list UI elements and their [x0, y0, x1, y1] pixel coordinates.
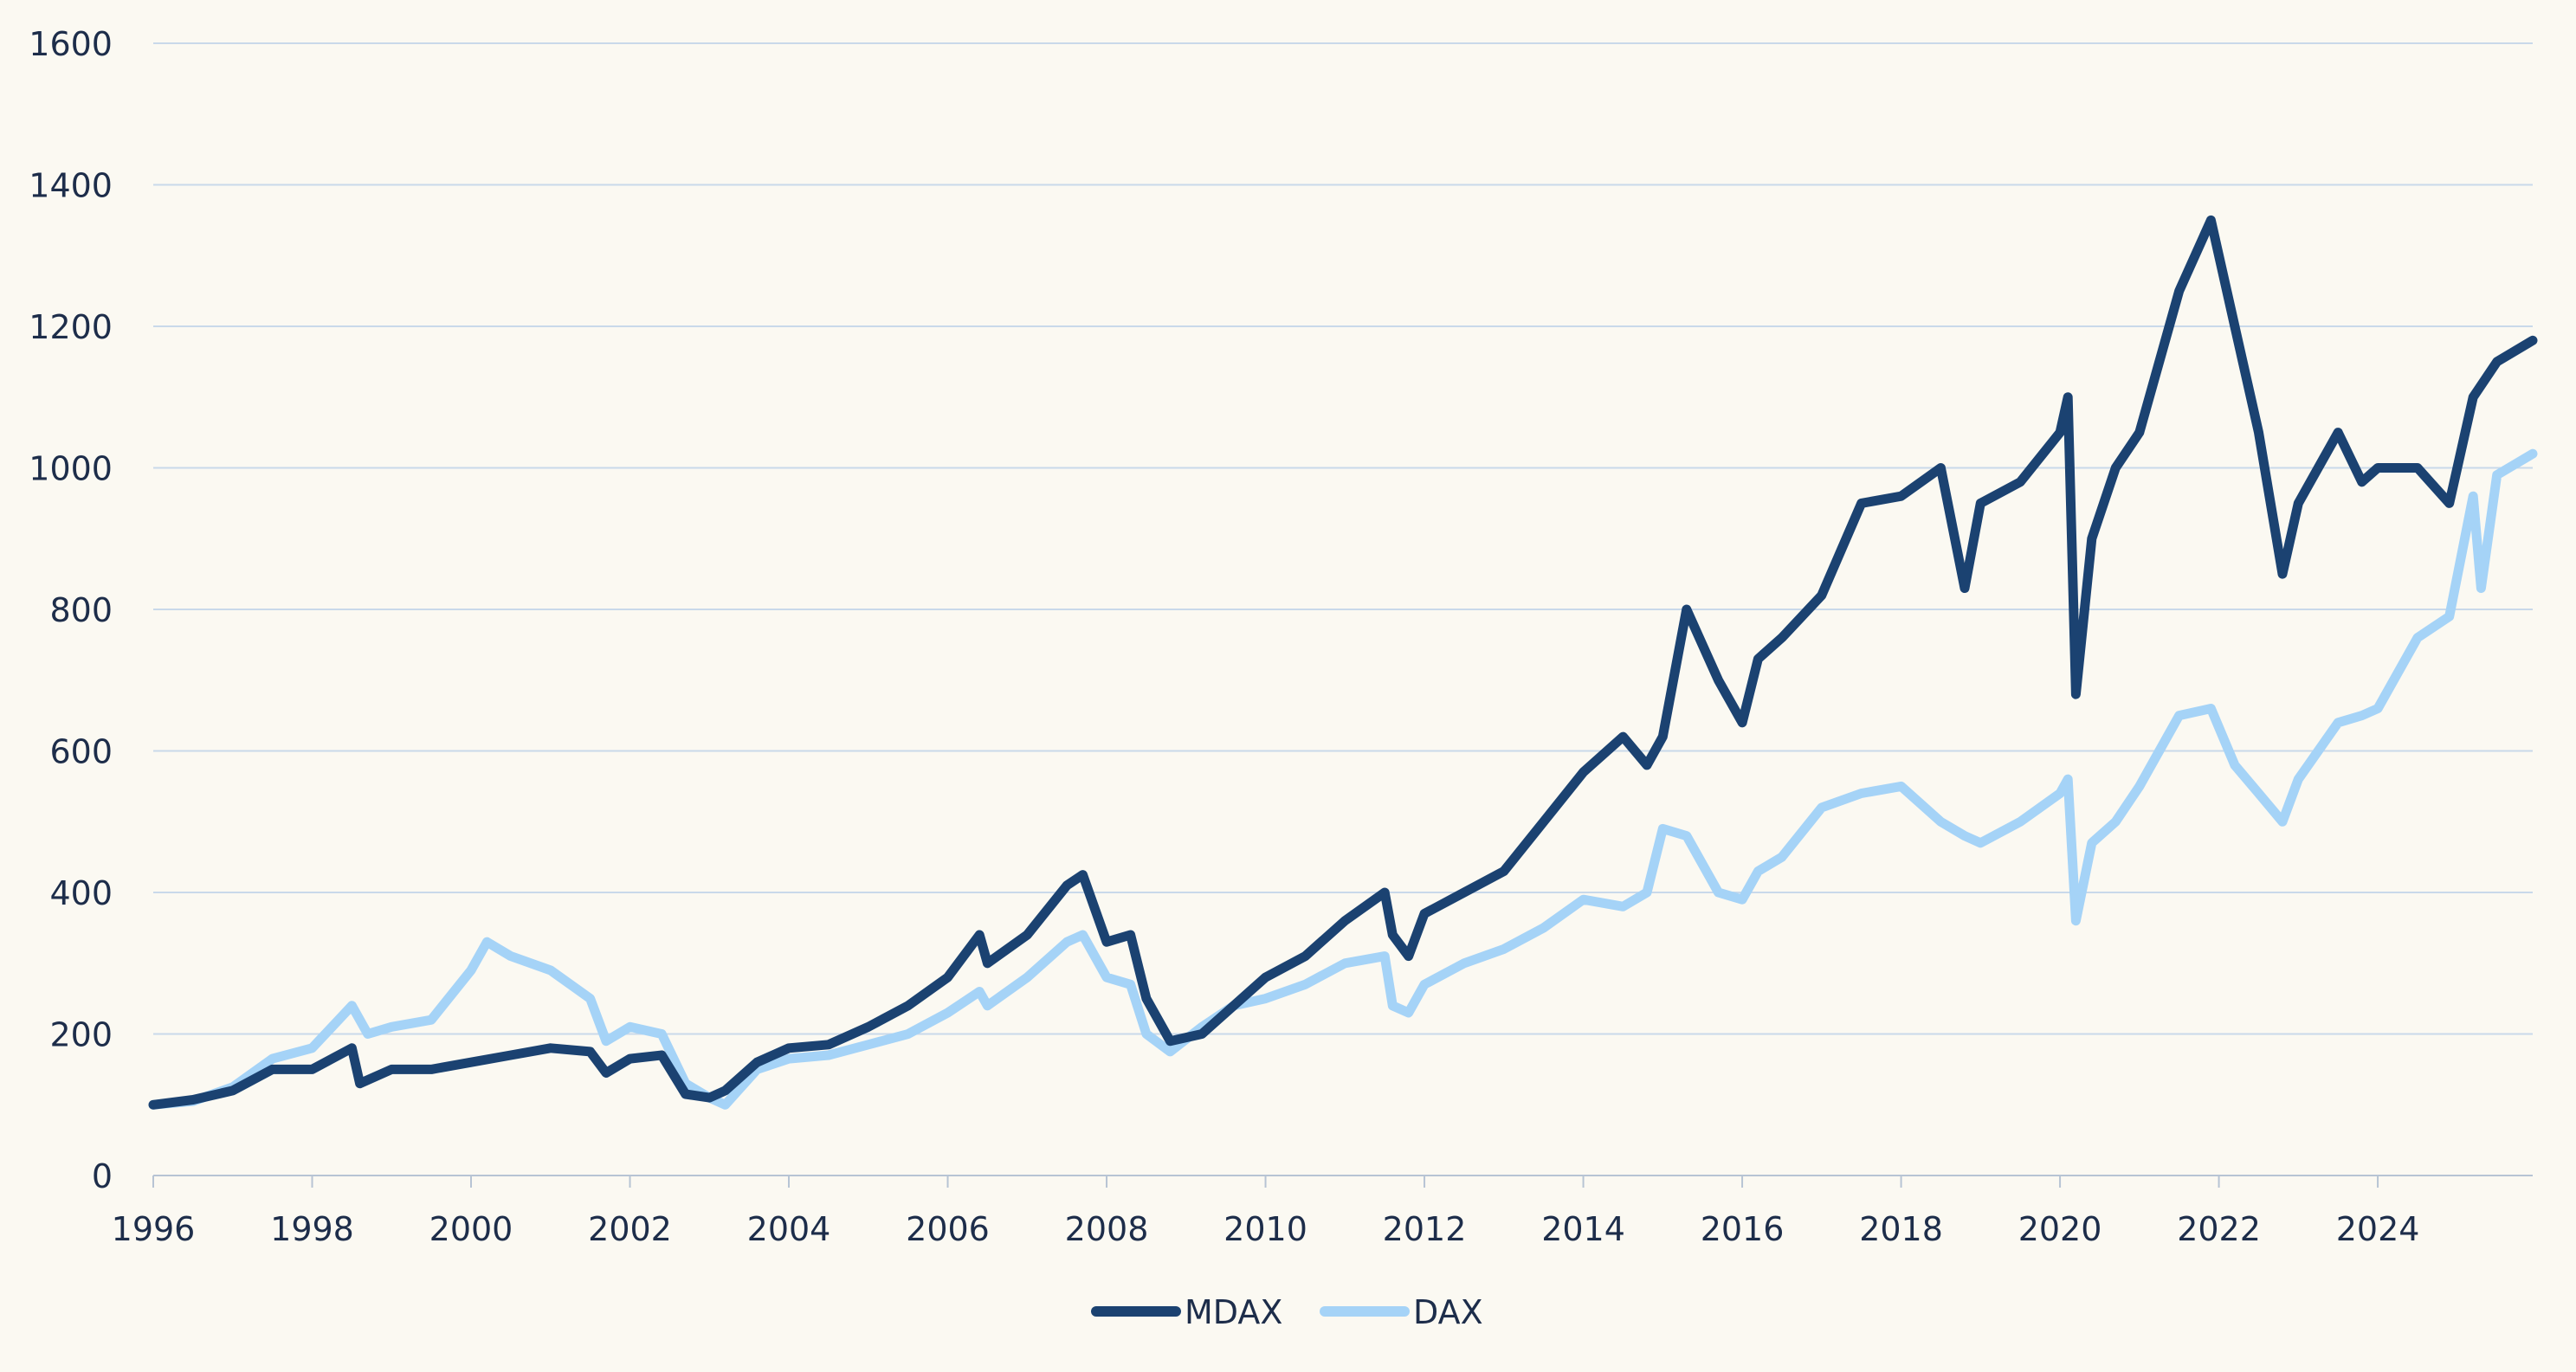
- x-tick-label: 2018: [1859, 1210, 1943, 1248]
- y-tick-label: 1600: [29, 25, 113, 63]
- x-tick-label: 2008: [1065, 1210, 1149, 1248]
- x-tick-label: 2012: [1383, 1210, 1467, 1248]
- x-tick-label: 2014: [1541, 1210, 1625, 1248]
- series-line-dax: [148, 448, 2538, 1110]
- y-tick-label: 1000: [29, 450, 113, 488]
- y-tick-label: 0: [92, 1157, 113, 1195]
- y-tick-label: 1400: [29, 167, 113, 205]
- legend-label-mdax: MDAX: [1185, 1293, 1282, 1331]
- x-tick-label: 1996: [112, 1210, 196, 1248]
- x-tick-label: 2002: [588, 1210, 672, 1248]
- y-tick-label: 800: [49, 591, 113, 629]
- x-tick-label: 2000: [429, 1210, 513, 1248]
- x-tick-label: 2024: [2336, 1210, 2420, 1248]
- x-tick-label: 2004: [747, 1210, 831, 1248]
- x-tick-label: 1998: [270, 1210, 354, 1248]
- x-tick-label: 2020: [2018, 1210, 2102, 1248]
- x-tick-label: 2022: [2177, 1210, 2261, 1248]
- x-axis-tick-labels: 1996 1998 2000 2002 2004 2006 2008 2010 2012 2014…: [112, 1210, 2420, 1248]
- y-tick-label: 600: [49, 733, 113, 771]
- gridlines: [153, 42, 2533, 1035]
- series-lines: [148, 215, 2538, 1110]
- y-tick-label: 400: [49, 874, 113, 912]
- y-tick-label: 1200: [29, 308, 113, 346]
- legend-label-dax: DAX: [1413, 1293, 1483, 1331]
- x-tick-label: 2006: [906, 1210, 990, 1248]
- x-axis: [152, 1175, 2533, 1188]
- series-line-mdax: [148, 215, 2538, 1110]
- x-tick-label: 2016: [1701, 1210, 1785, 1248]
- legend: MDAX DAX: [1091, 1293, 1483, 1331]
- x-tick-label: 2010: [1223, 1210, 1307, 1248]
- y-tick-label: 200: [49, 1016, 113, 1054]
- y-axis-tick-labels: 0 200 400 600 800 1000 1200 1400 1600: [29, 25, 113, 1195]
